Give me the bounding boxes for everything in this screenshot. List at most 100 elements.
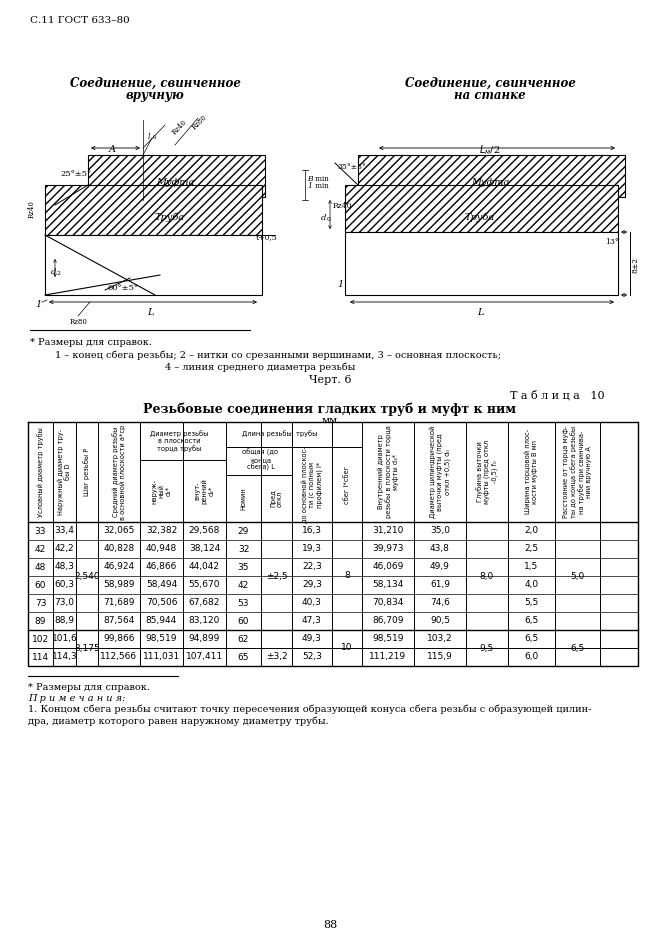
Text: 32,382: 32,382 [146,526,177,536]
Text: 29,3: 29,3 [302,581,322,589]
Text: 6,5: 6,5 [524,616,539,626]
Text: 6,5: 6,5 [570,643,584,653]
Text: min: min [313,182,329,190]
Text: 53: 53 [238,598,249,608]
Text: 61,9: 61,9 [430,581,450,589]
Text: 1. Концом сбега резьбы считают точку пересечения образующей конуса сбега резьбы : 1. Концом сбега резьбы считают точку пер… [28,705,592,714]
Text: 58,134: 58,134 [372,581,404,589]
Text: 2: 2 [57,271,61,276]
Text: 3,175: 3,175 [74,643,100,653]
Bar [45,185,262,235]
Text: 88: 88 [323,920,337,930]
Text: 87,564: 87,564 [103,616,135,626]
Text: Rz40: Rz40 [28,200,36,218]
Text: 33,4: 33,4 [55,526,75,536]
Text: 60: 60 [238,616,249,626]
Text: 94,899: 94,899 [189,635,220,643]
Text: 2,540: 2,540 [74,571,100,581]
Text: Условный диаметр трубы: Условный диаметр трубы [37,427,44,517]
Text: $L_{м}$/2: $L_{м}$/2 [479,143,501,157]
Text: 98,519: 98,519 [145,635,177,643]
Text: 35°±5°: 35°±5° [337,163,366,171]
Text: Rz40: Rz40 [333,202,352,210]
Text: 40,948: 40,948 [146,544,177,554]
Text: 111,219: 111,219 [369,653,407,661]
Text: L: L [147,308,153,317]
Text: 101,6: 101,6 [52,635,77,643]
Text: 89: 89 [35,616,46,626]
Text: 1,5: 1,5 [524,563,539,571]
Text: min: min [313,175,329,183]
Text: 32: 32 [238,544,249,554]
Text: t+0,5: t+0,5 [256,233,278,241]
Text: * Размеры для справок.: * Размеры для справок. [28,683,150,692]
Text: 73,0: 73,0 [54,598,75,608]
Text: 5,5: 5,5 [524,598,539,608]
Text: наруж-
ный
d₁*: наруж- ный d₁* [151,479,171,504]
Text: внут-
ренний
d₂*: внут- ренний d₂* [194,478,215,504]
Text: 111,031: 111,031 [143,653,180,661]
Text: 102: 102 [32,635,49,643]
Text: Rz80: Rz80 [190,113,208,131]
Text: 38,124: 38,124 [189,544,220,554]
Text: Глубина выточки
муфты (пред откл
-0,5) f₀: Глубина выточки муфты (пред откл -0,5) f… [476,440,498,504]
Text: 42: 42 [35,544,46,554]
Text: 29: 29 [238,526,249,536]
Text: общая (до
конца
сбега) L: общая (до конца сбега) L [243,449,278,471]
Text: 114: 114 [32,653,49,661]
Text: 70,834: 70,834 [372,598,404,608]
Text: 85,944: 85,944 [146,616,177,626]
Text: 1: 1 [307,182,312,190]
Text: 48: 48 [35,563,46,571]
Text: 31,210: 31,210 [372,526,404,536]
Text: ±3,2: ±3,2 [266,653,288,661]
Text: П р и м е ч а н и я:: П р и м е ч а н и я: [28,694,126,703]
Text: сбег l*сбег: сбег l*сбег [344,466,350,504]
Text: ±2,5: ±2,5 [266,571,288,581]
Text: Rz80: Rz80 [70,318,88,326]
Text: Номин: Номин [241,487,247,510]
Text: С.11 ГОСТ 633–80: С.11 ГОСТ 633–80 [30,16,130,25]
Bar [345,232,618,295]
Text: 8±2: 8±2 [632,257,640,273]
Text: 103,2: 103,2 [427,635,453,643]
Text: l: l [148,133,151,141]
Text: Наружный диаметр тру-
бы D: Наружный диаметр тру- бы D [58,429,71,515]
Text: 2,0: 2,0 [524,526,539,536]
Text: 55,670: 55,670 [189,581,220,589]
Text: 25°±5°: 25°±5° [60,170,91,178]
Text: 6,5: 6,5 [524,635,539,643]
Text: мм: мм [322,416,338,425]
Text: 46,069: 46,069 [372,563,404,571]
Text: 42,2: 42,2 [55,544,74,554]
Text: 19,3: 19,3 [302,544,322,554]
Text: Ширина торцовой плос-
кости муфты B мп: Ширина торцовой плос- кости муфты B мп [525,429,538,514]
Text: 2,5: 2,5 [524,544,539,554]
Text: 43,8: 43,8 [430,544,450,554]
Text: 60: 60 [35,581,46,589]
Text: на станке: на станке [454,89,525,102]
Text: * Размеры для справок.: * Размеры для справок. [30,338,152,347]
Text: 49,3: 49,3 [302,635,322,643]
Text: 8: 8 [344,571,350,581]
Text: 49,9: 49,9 [430,563,450,571]
Text: до основной плоскос-
ти (с полным
профилем) l*: до основной плоскос- ти (с полным профил… [301,446,323,523]
Text: Средний диаметр резьбы
в основной плоскости a*ср: Средний диаметр резьбы в основной плоско… [112,424,126,520]
Text: 46,866: 46,866 [146,563,177,571]
Text: 52,3: 52,3 [302,653,322,661]
Text: 1: 1 [35,300,41,309]
Text: 8,0: 8,0 [480,571,494,581]
Text: 0: 0 [327,217,331,222]
Text: d: d [51,268,56,276]
Text: Т а б л и ц а   10: Т а б л и ц а 10 [510,390,605,400]
Text: 33: 33 [35,526,46,536]
Text: 0: 0 [153,135,157,140]
Text: 67,682: 67,682 [189,598,220,608]
Text: Муфта: Муфта [471,178,509,187]
Text: 65: 65 [238,653,249,661]
Text: Черт. 6: Черт. 6 [309,375,351,385]
Text: 46,924: 46,924 [103,563,135,571]
Text: 58,989: 58,989 [103,581,135,589]
Text: Шаг резьбы P: Шаг резьбы P [83,448,91,496]
Text: 74,6: 74,6 [430,598,450,608]
